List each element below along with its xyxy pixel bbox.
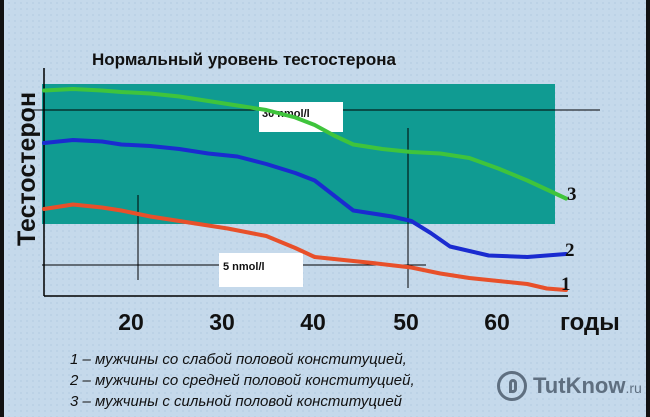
x-tick-40: 40 [300,309,326,335]
watermark: TutKnow.ru [497,371,642,401]
x-tick-20: 20 [118,309,144,335]
x-tick-30: 30 [209,309,235,335]
right-border [646,0,650,417]
legend-item-2: 2 – мужчины со средней половой конституц… [70,372,415,389]
watermark-name: TutKnow [533,373,626,398]
series-line-1 [42,202,568,292]
x-tick-50: 50 [393,309,419,335]
low-level-label-box [219,253,303,287]
watermark-suffix: .ru [625,380,642,396]
left-border [0,0,4,417]
x-tick-60: 60 [484,309,510,335]
y-axis-label: Тестостерон [13,92,41,246]
series-layer [42,87,568,292]
curve-label-1: 1 [561,274,571,295]
low-level-label: 5 nmol/l [223,261,265,273]
curve-label-2: 2 [565,240,575,261]
legend-item-3: 3 – мужчины с сильной половой конституци… [70,393,403,410]
x-axis-label: годы [560,309,620,336]
watermark-logo-icon [497,371,527,401]
watermark-text: TutKnow.ru [533,373,642,399]
chart-title: Нормальный уровень тестостерона [92,50,397,69]
curve-label-3: 3 [567,184,577,205]
legend-item-1: 1 – мужчины со слабой половой конституци… [70,351,407,368]
series-line-3 [42,87,568,201]
normal-range-label-box [259,102,343,132]
series-line-2 [42,138,568,259]
